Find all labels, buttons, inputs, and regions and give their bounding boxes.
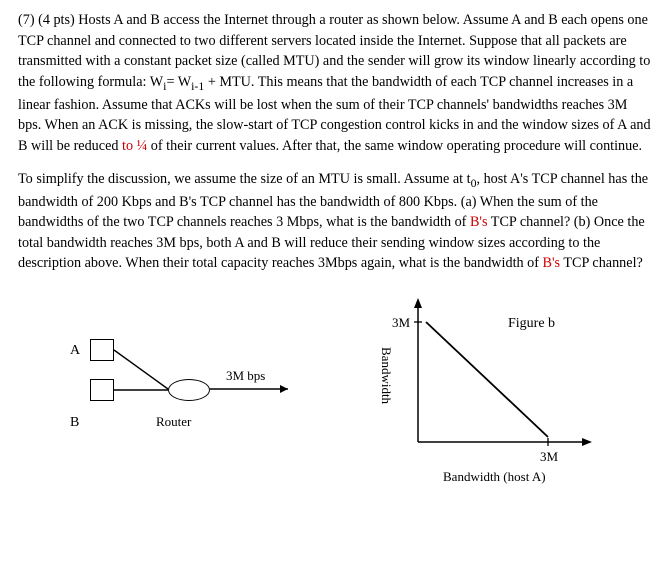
y-axis-label: Bandwidth	[376, 347, 395, 404]
host-b-box	[90, 379, 114, 401]
formula-sub-i1: i-1	[191, 79, 204, 93]
chart-figure-b: Figure b Bandwidth 3M 3M Bandwidth (host…	[348, 292, 608, 482]
host-a-box	[90, 339, 114, 361]
x-tick-3m: 3M	[540, 448, 558, 467]
figure-area: A B Router 3M bps Figure b Bandwidth 3M …	[18, 292, 653, 482]
after-red: of their current values. After that, the…	[147, 138, 642, 154]
problem-paragraph-1: (7) (4 pts) Hosts A and B access the Int…	[18, 10, 653, 157]
host-a-label: A	[70, 341, 80, 361]
x-axis-label: Bandwidth (host A)	[443, 468, 546, 487]
router-label: Router	[156, 413, 191, 432]
para2-b2: B's	[543, 255, 561, 271]
para2-part4: TCP channel?	[560, 255, 643, 271]
red-fraction: to ¼	[122, 138, 147, 154]
y-tick-3m: 3M	[392, 314, 410, 333]
para2-b1: B's	[470, 214, 488, 230]
rate-label: 3M bps	[226, 367, 265, 386]
host-b-label: B	[70, 413, 79, 433]
router-oval	[168, 379, 210, 401]
problem-paragraph-2: To simplify the discussion, we assume th…	[18, 169, 653, 274]
para2-part1: To simplify the discussion, we assume th…	[18, 171, 471, 187]
formula-mid: = W	[166, 74, 191, 90]
network-diagram: A B Router 3M bps	[48, 317, 308, 457]
figure-b-label: Figure b	[508, 314, 555, 334]
